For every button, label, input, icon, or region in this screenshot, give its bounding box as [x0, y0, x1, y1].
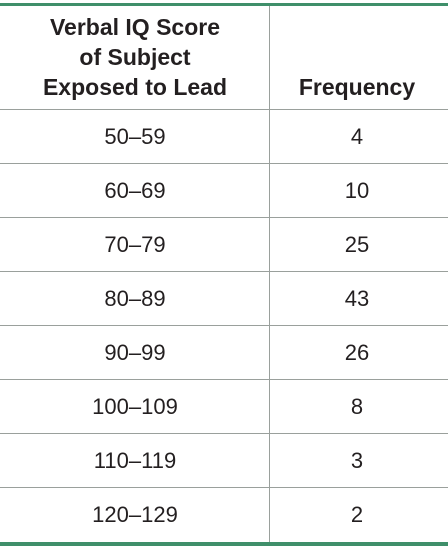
cell-range: 80–89: [104, 286, 166, 311]
header-frequency: Frequency: [298, 74, 416, 100]
table-row: 70–79 25: [0, 217, 448, 271]
column-divider: [269, 6, 270, 542]
bottom-rule: [0, 542, 448, 546]
table-row: 90–99 26: [0, 325, 448, 379]
table-row: 100–109 8: [0, 379, 448, 433]
cell-frequency: 10: [344, 178, 370, 203]
cell-range: 70–79: [104, 232, 166, 257]
table-row: 120–129 2: [0, 487, 448, 541]
table-row: 110–119 3: [0, 433, 448, 487]
cell-range: 90–99: [104, 340, 166, 365]
cell-frequency: 4: [350, 124, 364, 149]
cell-range: 100–109: [92, 394, 178, 419]
table-row: 60–69 10: [0, 163, 448, 217]
top-rule: [0, 3, 448, 6]
cell-range: 110–119: [93, 448, 177, 473]
cell-frequency: 2: [350, 502, 364, 527]
header-line: Verbal IQ Score: [49, 14, 221, 40]
header-line: Exposed to Lead: [42, 74, 228, 100]
cell-range: 60–69: [104, 178, 166, 203]
cell-frequency: 25: [344, 232, 370, 257]
table-header: Verbal IQ Score of Subject Exposed to Le…: [0, 6, 448, 109]
cell-range: 120–129: [92, 502, 178, 527]
table-body: 50–59 4 60–69 10 70–79 25 80–89 43 90–99…: [0, 109, 448, 541]
cell-range: 50–59: [104, 124, 166, 149]
table-row: 50–59 4: [0, 109, 448, 163]
cell-frequency: 8: [350, 394, 364, 419]
cell-frequency: 3: [350, 448, 364, 473]
header-verbal-iq: Verbal IQ Score of Subject Exposed to Le…: [4, 12, 266, 102]
table-row: 80–89 43: [0, 271, 448, 325]
header-line: of Subject: [79, 44, 191, 70]
cell-frequency: 43: [344, 286, 370, 311]
cell-frequency: 26: [344, 340, 370, 365]
